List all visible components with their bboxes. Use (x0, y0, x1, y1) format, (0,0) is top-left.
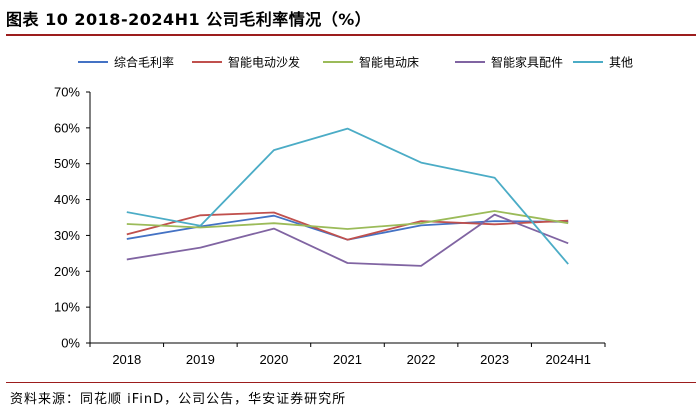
source-note: 资料来源：同花顺 iFinD，公司公告，华安证券研究所 (10, 392, 347, 407)
y-tick-label: 50% (54, 156, 80, 171)
y-tick-label: 70% (54, 85, 80, 100)
source-rule (6, 382, 696, 383)
x-tick-label: 2022 (407, 352, 436, 367)
title-rule (6, 34, 696, 36)
y-tick-label: 0% (61, 336, 80, 351)
y-tick-label: 20% (54, 264, 80, 279)
legend-label-5: 其他 (609, 56, 633, 70)
x-tick-label: 2020 (259, 352, 288, 367)
chart-title: 图表 10 2018-2024H1 公司毛利率情况（%） (6, 10, 372, 29)
x-tick-label: 2024H1 (545, 352, 591, 367)
x-tick-label: 2023 (480, 352, 509, 367)
legend-label-4: 智能家具配件 (491, 55, 563, 70)
y-tick-label: 60% (54, 120, 80, 135)
series-line-5 (126, 127, 569, 265)
legend-label-2: 智能电动沙发 (228, 55, 300, 70)
series-line-2 (126, 211, 569, 241)
y-tick-label: 40% (54, 192, 80, 207)
x-tick-label: 2018 (112, 352, 141, 367)
x-tick-label: 2019 (186, 352, 215, 367)
series-line-3 (126, 210, 569, 230)
x-tick-label: 2021 (333, 352, 362, 367)
y-tick-label: 30% (54, 228, 80, 243)
y-tick-label: 10% (54, 300, 80, 315)
legend-label-1: 综合毛利率 (114, 55, 174, 70)
series-line-4 (126, 213, 569, 267)
legend-label-3: 智能电动床 (359, 55, 419, 70)
